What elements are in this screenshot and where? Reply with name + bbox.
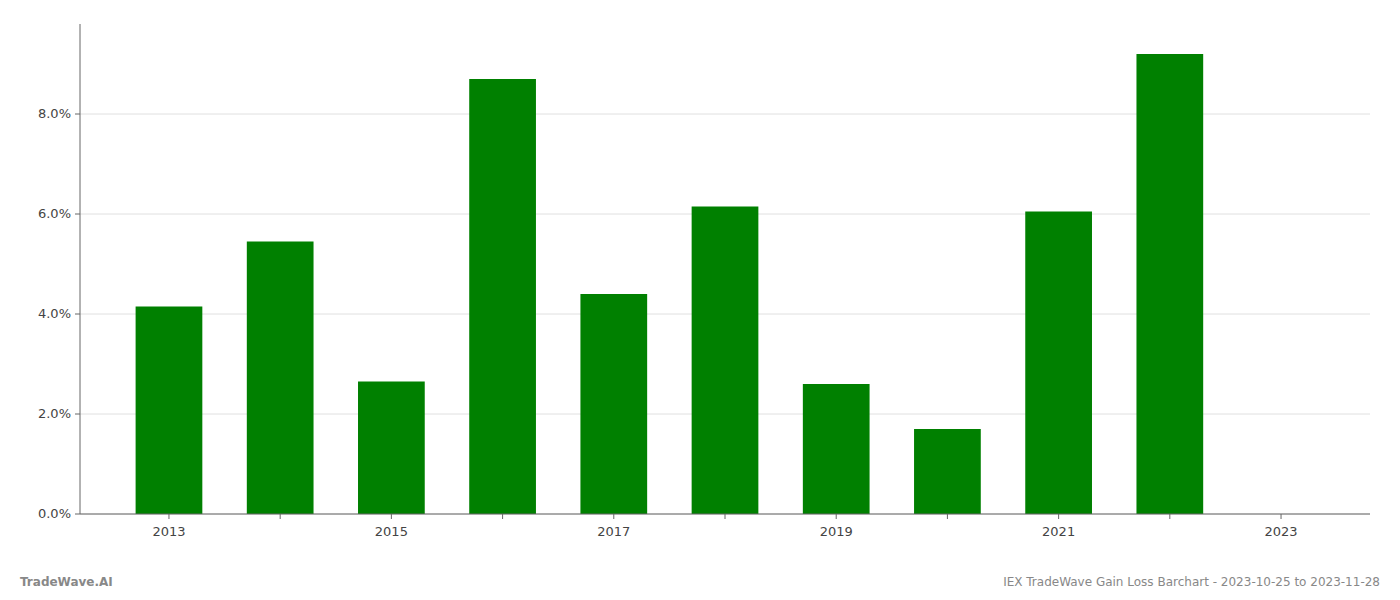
x-tick: [1281, 514, 1282, 519]
y-axis-line: [80, 24, 81, 514]
chart-svg: 0.0% 2.0% 4.0% 6.0% 8.0% 2013 2015 2017 2019 2021…: [0, 0, 1400, 600]
x-tick: [502, 514, 503, 519]
footer-left: TradeWave.AI: [20, 575, 113, 589]
bar: [1025, 212, 1092, 515]
y-tick: [75, 314, 80, 315]
x-tick-label: 2019: [820, 524, 853, 539]
y-tick-label: 4.0%: [38, 306, 71, 321]
x-tick-label: 2021: [1042, 524, 1075, 539]
bars: [136, 54, 1204, 514]
chart-container: 0.0% 2.0% 4.0% 6.0% 8.0% 2013 2015 2017 2019 2021…: [0, 0, 1400, 600]
y-tick: [75, 514, 80, 515]
x-tick: [947, 514, 948, 519]
x-tick: [1169, 514, 1170, 519]
bar: [1136, 54, 1203, 514]
x-tick: [391, 514, 392, 519]
x-tick-label: 2023: [1264, 524, 1297, 539]
x-tick: [168, 514, 169, 519]
x-tick: [280, 514, 281, 519]
bar: [580, 294, 647, 514]
y-tick: [75, 114, 80, 115]
y-tick-label: 0.0%: [38, 506, 71, 521]
footer: TradeWave.AI IEX TradeWave Gain Loss Barc…: [20, 575, 1380, 589]
bar: [914, 429, 981, 514]
x-tick-label: 2013: [152, 524, 185, 539]
y-axis: 0.0% 2.0% 4.0% 6.0% 8.0%: [38, 24, 80, 521]
footer-right: IEX TradeWave Gain Loss Barchart - 2023-…: [1003, 575, 1380, 589]
x-tick-label: 2017: [597, 524, 630, 539]
bar: [469, 79, 536, 514]
y-tick: [75, 214, 80, 215]
bar: [803, 384, 870, 514]
x-tick: [725, 514, 726, 519]
bar: [247, 242, 314, 515]
x-tick-label: 2015: [375, 524, 408, 539]
bar: [136, 307, 203, 515]
x-tick: [613, 514, 614, 519]
x-axis: 2013 2015 2017 2019 2021 2023: [80, 514, 1370, 539]
x-tick: [1058, 514, 1059, 519]
bar: [692, 207, 759, 515]
bar: [358, 382, 425, 515]
y-tick-label: 8.0%: [38, 106, 71, 121]
y-tick-label: 2.0%: [38, 406, 71, 421]
y-tick-label: 6.0%: [38, 206, 71, 221]
y-tick: [75, 414, 80, 415]
x-tick: [836, 514, 837, 519]
